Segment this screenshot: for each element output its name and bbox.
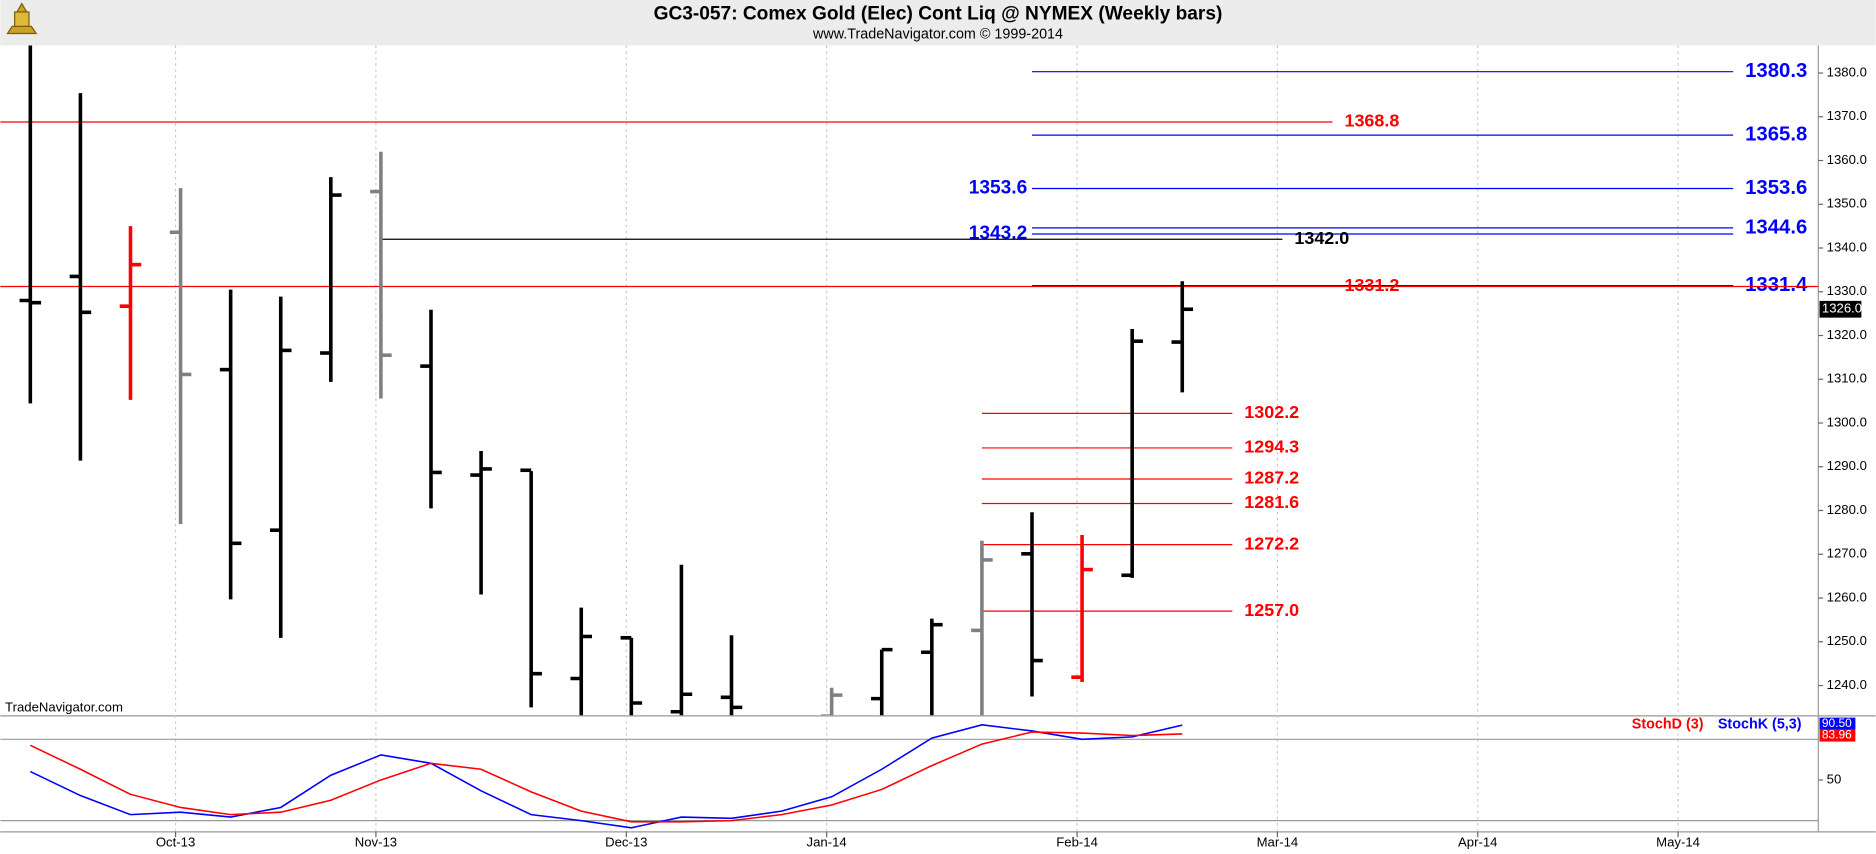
x-tick-label: Apr-14 [1458, 835, 1497, 850]
x-tick-label: Oct-13 [156, 835, 195, 850]
level-label: 1342.0 [1294, 228, 1349, 248]
last-value-label: 90.50 [1822, 716, 1852, 730]
x-tick-label: Dec-13 [605, 835, 647, 850]
level-label: 1331.4 [1745, 274, 1808, 296]
x-tick-label: Mar-14 [1257, 835, 1299, 850]
stoch-line [29, 731, 1183, 823]
level-label: 1257.0 [1244, 600, 1299, 620]
y-tick-label: 1310.0 [1827, 371, 1867, 386]
level-label: 1353.6 [969, 178, 1028, 199]
legend-entry: StochD (3) [1632, 717, 1704, 733]
level-label: 1368.8 [1344, 111, 1399, 131]
last-value-box [1819, 729, 1856, 742]
logo [6, 2, 38, 35]
last-value-label: 83.96 [1822, 728, 1852, 742]
stoch-line [29, 724, 1183, 829]
y-tick-label: 1340.0 [1827, 239, 1867, 254]
y-tick-label: 1360.0 [1827, 152, 1867, 167]
y-tick-label: 1370.0 [1827, 108, 1867, 123]
last-price-box [1819, 300, 1862, 318]
level-label: 1380.3 [1745, 60, 1807, 82]
y-tick-label: 1330.0 [1827, 283, 1867, 298]
x-tick-label: Jan-14 [807, 835, 847, 850]
y-tick-label: 1350.0 [1827, 196, 1867, 211]
x-tick-label: Feb-14 [1056, 835, 1098, 850]
chart-subtitle: www.TradeNavigator.com © 1999-2014 [812, 26, 1063, 42]
level-label: 1365.8 [1745, 124, 1807, 146]
legend-entry: StochK (5,3) [1718, 717, 1802, 733]
level-label: 1353.6 [1745, 177, 1807, 199]
header-band [0, 0, 1876, 46]
level-label: 1302.2 [1244, 402, 1299, 422]
level-label: 1281.6 [1244, 492, 1299, 512]
last-price-label: 1326.0 [1822, 301, 1862, 316]
y-tick-label: 1270.0 [1827, 546, 1867, 561]
level-label: 1344.6 [1745, 216, 1807, 238]
level-label: 1343.2 [969, 223, 1028, 244]
y-tick-label: 1280.0 [1827, 502, 1867, 517]
chart-title: GC3-057: Comex Gold (Elec) Cont Liq @ NY… [654, 3, 1223, 24]
level-label: 1331.2 [1344, 275, 1399, 295]
level-label: 1294.3 [1244, 437, 1299, 457]
y-tick-label: 1320.0 [1827, 327, 1867, 342]
y-tick-label: 1240.0 [1827, 677, 1867, 692]
x-tick-label: May-14 [1656, 835, 1700, 850]
y-tick-label: 1260.0 [1827, 589, 1867, 604]
level-label: 1272.2 [1244, 533, 1299, 553]
level-label: 1287.2 [1244, 468, 1299, 488]
y-tick-label: 1380.0 [1827, 64, 1867, 79]
y-tick-label: 1250.0 [1827, 633, 1867, 648]
y-tick-label: 1290.0 [1827, 458, 1867, 473]
x-tick-label: Nov-13 [355, 835, 397, 850]
y-tick-label: 1300.0 [1827, 414, 1867, 429]
source-note: TradeNavigator.com [5, 700, 123, 715]
last-value-box [1819, 717, 1856, 730]
y-tick-label: 50 [1827, 771, 1842, 786]
